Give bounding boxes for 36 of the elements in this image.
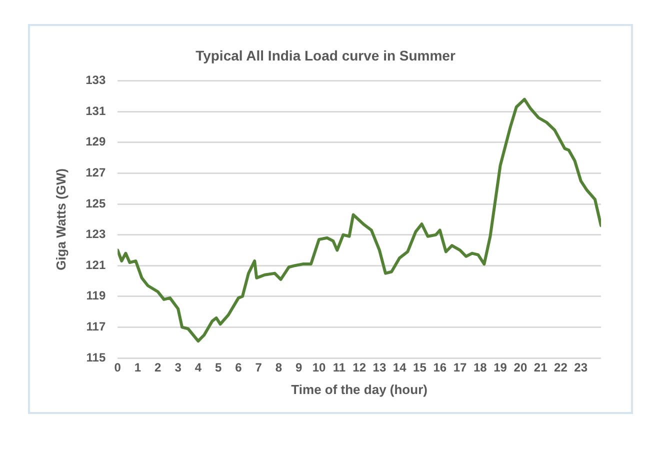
y-tick-label: 125: [86, 196, 106, 210]
x-tick-label: 3: [174, 360, 182, 375]
x-tick-label: 13: [372, 360, 386, 375]
x-tick-label: 15: [413, 360, 427, 375]
x-tick-label: 21: [534, 360, 548, 375]
y-tick-label: 131: [86, 104, 106, 118]
x-tick-label: 6: [235, 360, 242, 375]
x-tick-label: 16: [433, 360, 447, 375]
x-tick-label: 22: [554, 360, 568, 375]
x-tick-label: 4: [194, 360, 202, 375]
y-tick-label: 129: [86, 134, 106, 149]
x-tick-label: 11: [332, 360, 346, 375]
y-tick-label: 121: [86, 258, 106, 272]
x-tick-label: 8: [275, 360, 282, 375]
x-tick-label: 5: [214, 360, 222, 375]
x-tick-label: 9: [296, 360, 303, 375]
x-tick-label: 12: [352, 360, 366, 375]
x-tick-label: 7: [255, 360, 262, 375]
y-tick-label: 117: [86, 320, 106, 334]
x-tick-label: 18: [473, 360, 488, 375]
y-tick-label: 123: [86, 227, 106, 242]
y-tick-label: 127: [86, 166, 106, 180]
y-tick-label: 119: [86, 288, 106, 303]
x-tick-label: 14: [392, 360, 407, 375]
y-axis-title: Giga Watts (GW): [53, 168, 68, 270]
x-tick-label: 1: [134, 360, 142, 375]
y-tick-label: 115: [86, 350, 106, 364]
x-tick-label: 23: [574, 360, 588, 375]
chart-title: Typical All India Load curve in Summer: [196, 47, 456, 64]
x-tick-label: 0: [114, 360, 122, 375]
x-tick-label: 2: [154, 360, 162, 375]
x-tick-label: 20: [514, 360, 528, 375]
x-tick-label: 10: [312, 360, 326, 375]
y-tick-label: 133: [86, 73, 106, 88]
x-tick-label: 19: [494, 360, 508, 375]
x-tick-label: 17: [453, 360, 468, 375]
